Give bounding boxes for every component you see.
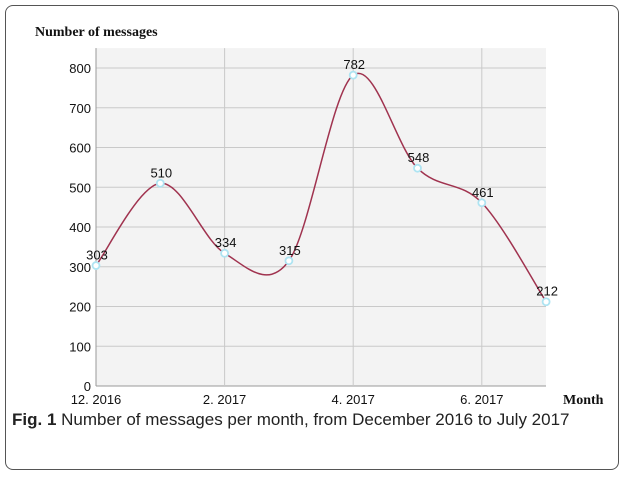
y-tick-label: 200 (69, 300, 91, 315)
y-tick-label: 500 (69, 180, 91, 195)
data-point (220, 248, 230, 258)
y-axis-title: Number of messages (35, 25, 158, 40)
data-label: 548 (408, 150, 430, 165)
y-tick-label: 800 (69, 61, 91, 76)
y-tick-label: 400 (69, 220, 91, 235)
y-tick-label: 600 (69, 141, 91, 156)
y-tick-label: 300 (69, 260, 91, 275)
figure-caption: Fig. 1 Number of messages per month, fro… (12, 407, 602, 432)
data-label: 461 (472, 185, 494, 200)
series-line (95, 72, 547, 303)
data-label: 212 (536, 284, 558, 299)
data-points (91, 70, 551, 307)
x-tick-label: 2. 2017 (203, 392, 246, 407)
y-tick-label: 0 (84, 379, 91, 394)
data-label: 315 (279, 243, 301, 258)
data-point (284, 256, 294, 266)
data-label: 334 (215, 235, 237, 250)
x-tick-labels: 12. 2016 2. 2017 4. 2017 6. 2017 (71, 392, 504, 407)
x-axis-title: Month (563, 393, 604, 408)
x-tick-label: 6. 2017 (460, 392, 503, 407)
caption-label: Fig. 1 (12, 410, 57, 429)
caption-text: Number of messages per month, from Decem… (61, 410, 570, 429)
data-label: 510 (150, 165, 172, 180)
y-tick-labels: 0 100 200 300 400 500 600 700 800 (69, 61, 91, 394)
data-point (91, 261, 101, 270)
data-point (155, 178, 165, 188)
data-label: 303 (86, 248, 108, 263)
y-tick-label: 700 (69, 101, 91, 116)
data-point (348, 70, 358, 80)
x-tick-label: 4. 2017 (332, 392, 375, 407)
y-tick-label: 100 (69, 339, 91, 354)
grid (95, 48, 546, 387)
data-label: 782 (343, 57, 365, 72)
data-labels: 303 510 334 315 782 548 461 212 (86, 57, 558, 299)
plot-background (96, 48, 546, 386)
data-point (413, 163, 422, 173)
data-point (541, 297, 551, 307)
x-tick-label: 12. 2016 (71, 392, 122, 407)
data-point (477, 198, 487, 208)
